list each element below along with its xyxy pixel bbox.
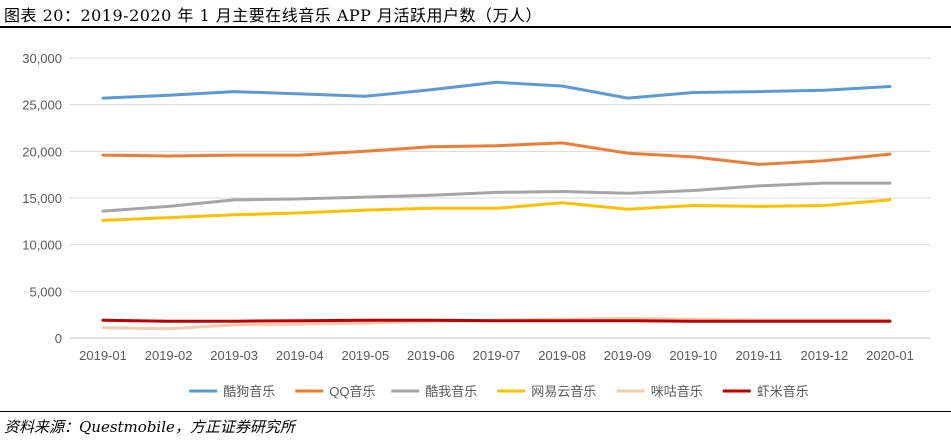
- legend-label: 虾米音乐: [757, 384, 809, 399]
- y-tick-label: 15,000: [22, 191, 62, 206]
- y-tick-label: 20,000: [22, 144, 62, 159]
- x-tick-label: 2019-12: [801, 348, 849, 363]
- x-tick-label: 2019-07: [473, 348, 521, 363]
- x-tick-label: 2019-11: [735, 348, 782, 363]
- x-tick-label: 2019-06: [407, 348, 455, 363]
- x-tick-label: 2020-01: [866, 348, 914, 363]
- series-line: [101, 141, 892, 166]
- x-tick-label: 2019-08: [538, 348, 586, 363]
- series-line: [101, 80, 892, 100]
- figure-title: 图表 20：2019-2020 年 1 月主要在线音乐 APP 月活跃用户数（万…: [4, 6, 542, 25]
- legend: 酷狗音乐 QQ音乐 酷我音乐 网易云音乐 咪咕音乐 虾米音乐: [189, 384, 809, 399]
- gridlines: [70, 57, 930, 292]
- x-tick-label: 2019-03: [210, 348, 258, 363]
- bottom-rule: [0, 411, 951, 412]
- legend-label: 网易云音乐: [531, 384, 596, 399]
- series-lines: [101, 80, 892, 331]
- series-line: [101, 198, 892, 222]
- legend-label: 酷我音乐: [425, 384, 477, 399]
- x-tick-label: 2019-04: [276, 348, 324, 363]
- series-line: [101, 181, 892, 213]
- axes: 0 5,000 10,000 15,000 20,000 25,000 30,000 2019…: [22, 51, 930, 363]
- series-line: [101, 318, 892, 323]
- legend-label: QQ音乐: [329, 384, 375, 399]
- legend-label: 咪咕音乐: [651, 384, 703, 399]
- y-tick-label: 30,000: [22, 51, 62, 66]
- top-rule: [0, 26, 951, 28]
- legend-label: 酷狗音乐: [223, 384, 275, 399]
- source-note: 资料来源：Questmobile，方正证券研究所: [4, 418, 295, 436]
- x-tick-label: 2019-01: [79, 348, 127, 363]
- x-tick-label: 2019-02: [145, 348, 193, 363]
- x-tick-label: 2019-05: [341, 348, 389, 363]
- line-chart: 0 5,000 10,000 15,000 20,000 25,000 30,000 2019…: [22, 51, 930, 399]
- x-tick-label: 2019-09: [604, 348, 652, 363]
- y-tick-label: 25,000: [22, 98, 62, 113]
- y-tick-label: 5,000: [29, 284, 62, 299]
- y-tick-label: 0: [55, 331, 62, 346]
- x-tick-label: 2019-10: [669, 348, 717, 363]
- y-tick-label: 10,000: [22, 238, 62, 253]
- chart-area: 0 5,000 10,000 15,000 20,000 25,000 30,000 2019…: [0, 28, 951, 411]
